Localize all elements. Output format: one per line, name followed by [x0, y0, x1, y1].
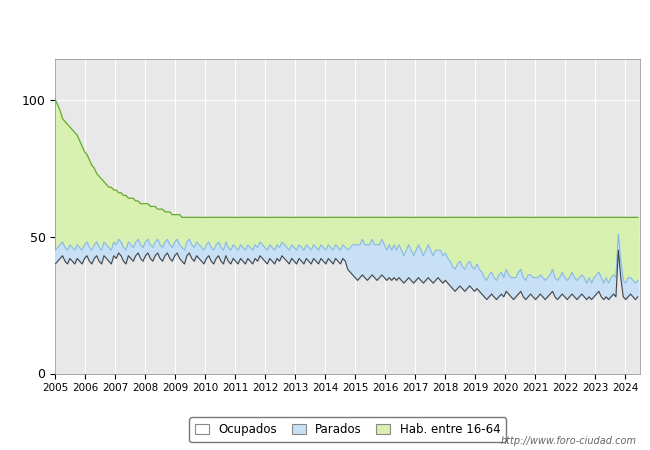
Text: Herrín de Campos - Evolucion de la poblacion en edad de Trabajar Mayo de 2024: Herrín de Campos - Evolucion de la pobla… — [66, 17, 584, 30]
Legend: Ocupados, Parados, Hab. entre 16-64: Ocupados, Parados, Hab. entre 16-64 — [189, 417, 506, 442]
Text: http://www.foro-ciudad.com: http://www.foro-ciudad.com — [501, 436, 637, 446]
